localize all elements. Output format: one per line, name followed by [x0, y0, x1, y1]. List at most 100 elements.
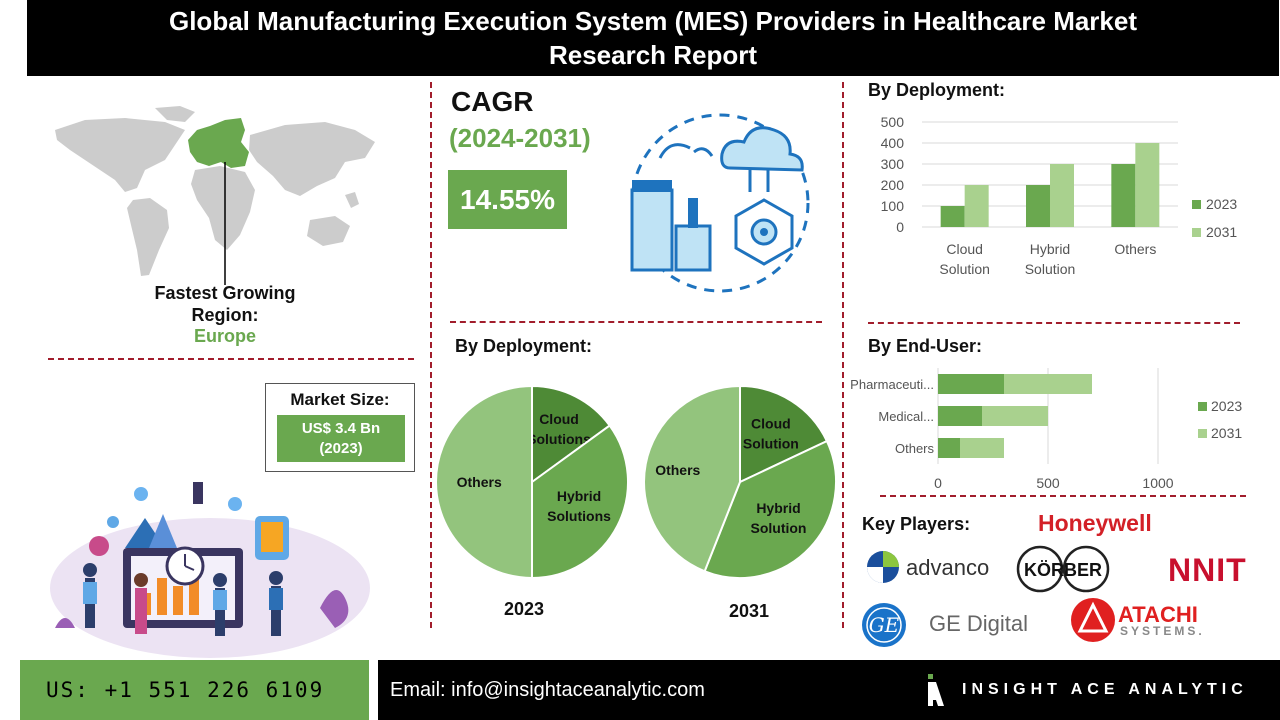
pie-label: Others [655, 462, 700, 478]
pie-chart-2023: Cloud Solutions Hybrid Solutions Others [435, 384, 629, 580]
y-tick-label: Pharmaceuti... [850, 377, 934, 392]
bar [964, 185, 989, 227]
korber-logo-text: KÖRBER [1024, 560, 1102, 580]
pie-label: Solution [750, 520, 806, 536]
end-user-title: By End-User: [868, 336, 983, 356]
bar [1004, 374, 1092, 394]
report-title-bar: Global Manufacturing Execution System (M… [27, 0, 1279, 76]
y-tick-label: 300 [881, 156, 905, 172]
pie-year-2023: 2023 [503, 599, 545, 619]
bar [938, 438, 960, 458]
pie-label: Others [457, 474, 502, 490]
pie-label: Cloud [751, 415, 791, 431]
y-tick-label: 100 [881, 198, 905, 214]
key-players-title: Key Players: [862, 514, 971, 534]
svg-text:GE: GE [869, 613, 900, 637]
legend-swatch [1198, 429, 1207, 438]
bar [1135, 143, 1160, 227]
brand-logo-icon [928, 674, 944, 706]
report-title-line1: Global Manufacturing Execution System (M… [168, 6, 1138, 36]
atachi-logo-subtext: SYSTEMS. [1120, 624, 1205, 638]
pie-label: Solutions [547, 508, 611, 524]
advanco-logo-text: advanco [906, 555, 990, 580]
pie-slice [531, 424, 629, 580]
bar [938, 374, 1004, 394]
cagr-period: (2024-2031) [449, 123, 591, 153]
pie-slice [703, 439, 837, 579]
legend-label: 2031 [1211, 425, 1242, 441]
korber-logo: KÖRBER [1016, 545, 1110, 593]
team-analytics-illustration [50, 482, 370, 658]
pie-year-2031: 2031 [728, 601, 770, 621]
cagr-label: CAGR [451, 86, 534, 117]
pie-slice [435, 384, 533, 580]
bar [960, 438, 1004, 458]
pie-chart-2031: Cloud Solution Hybrid Solution Others [643, 384, 837, 579]
divider-enduser [880, 495, 1246, 497]
legend-swatch [1192, 228, 1201, 237]
market-size-label: Market Size: [290, 390, 390, 409]
divider-deployment [868, 322, 1240, 324]
footer-bar: Email: info@insightaceanalytic.com INSIG… [378, 660, 1280, 720]
y-tick-label: Medical... [878, 409, 934, 424]
divider-right [842, 82, 844, 628]
x-tick-label: Solution [939, 261, 990, 277]
x-tick-label: Cloud [946, 241, 983, 257]
report-title-line2: Research Report [548, 40, 758, 70]
pie-slice [643, 384, 741, 573]
bar [940, 206, 965, 227]
divider-cagr [450, 321, 822, 323]
y-tick-label: 200 [881, 177, 905, 193]
footer-brand: INSIGHT ACE ANALYTIC [962, 681, 1248, 698]
bar [1050, 164, 1074, 227]
deployment-pie-title: By Deployment: [455, 336, 593, 356]
pie-label: Hybrid [557, 488, 601, 504]
advanco-logo-icon [867, 551, 899, 583]
y-tick-label: 0 [896, 219, 904, 235]
pie-label: Cloud [539, 411, 579, 427]
fastest-region-label: Fastest Growing Region: [154, 283, 296, 325]
nnit-logo: NNIT [1168, 552, 1247, 588]
bar [938, 406, 982, 426]
ge-logo-icon: GE [862, 603, 906, 647]
honeywell-logo: Honeywell [1038, 510, 1152, 536]
pie-slice [739, 384, 829, 484]
atachi-logo-text: ATACHI [1118, 602, 1198, 627]
divider-left [430, 82, 432, 628]
pie-label: Solutions [527, 431, 591, 447]
end-user-bar-chart: 0 500 1000 Pharmaceuti... Medical... Others 20… [850, 368, 1242, 491]
divider-region [48, 358, 414, 360]
x-tick-label: Hybrid [1030, 241, 1070, 257]
deployment-bar-chart: 0 100 200 300 400 500 Cloud Solution Hybrid Solut… [881, 114, 1238, 277]
pie-label: Hybrid [756, 500, 800, 516]
legend-label: 2023 [1206, 196, 1237, 212]
footer-email: Email: info@insightaceanalytic.com [390, 679, 705, 701]
pie-slice [531, 384, 612, 484]
market-size-box: Market Size: US$ 3.4 Bn (2023) [265, 383, 415, 472]
fastest-region-value: Europe [193, 326, 256, 346]
pie-label: Solution [743, 435, 799, 451]
europe-highlight [188, 118, 249, 168]
x-tick-label: Others [1114, 241, 1156, 257]
ge-digital-logo-text: GE Digital [929, 611, 1029, 636]
footer-phone: US: +1 551 226 6109 [20, 660, 369, 720]
market-size-value: US$ 3.4 Bn (2023) [277, 415, 405, 462]
legend-swatch [1192, 200, 1201, 209]
legend-label: 2031 [1206, 224, 1237, 240]
bar [1026, 185, 1050, 227]
bar [982, 406, 1048, 426]
atachi-logo-icon [1071, 598, 1115, 642]
legend-label: 2023 [1211, 398, 1242, 414]
x-tick-label: 1000 [1142, 475, 1173, 491]
cloud-factory-icon [630, 113, 810, 293]
deployment-bar-title: By Deployment: [868, 80, 1006, 100]
x-tick-label: 500 [1036, 475, 1060, 491]
y-tick-label: 400 [881, 135, 905, 151]
y-tick-label: 500 [881, 114, 905, 130]
world-map [55, 106, 375, 285]
x-tick-label: Solution [1025, 261, 1076, 277]
bar [1111, 164, 1136, 227]
legend-swatch [1198, 402, 1207, 411]
y-tick-label: Others [895, 441, 935, 456]
x-tick-label: 0 [934, 475, 942, 491]
